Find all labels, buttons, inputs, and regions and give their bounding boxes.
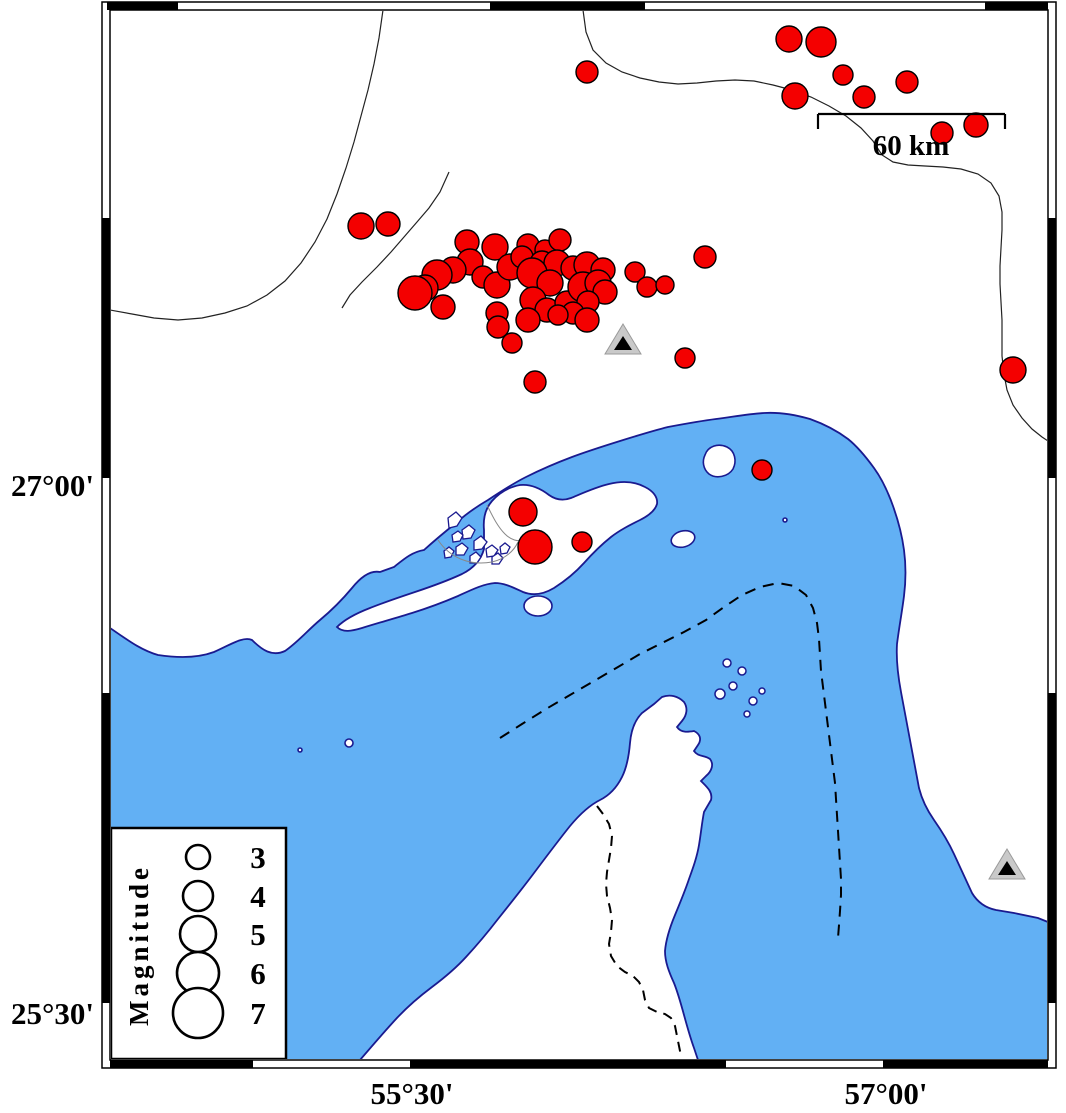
station-marker (604, 323, 642, 355)
legend-magnitude-value: 5 (250, 917, 266, 952)
land-boundary-dashed (596, 805, 682, 1057)
epicenter-marker (636, 276, 658, 298)
legend-magnitude-value: 7 (250, 996, 266, 1031)
fjord-islets (714, 658, 766, 718)
epicenter-marker (832, 64, 854, 86)
island-hengam (523, 595, 553, 617)
lat-label-2530: 25°30' (11, 996, 94, 1031)
epicenter-marker (508, 497, 538, 527)
epicenter-marker (930, 121, 954, 145)
station-markers (604, 323, 1026, 880)
sea (111, 411, 1047, 1059)
epicenter-marker (571, 531, 593, 553)
island-hormuz (702, 444, 736, 478)
epicenter-marker (781, 82, 809, 110)
lat-label-27: 27°00' (11, 468, 94, 503)
epicenter-marker (515, 307, 541, 333)
map-frame (101, 1, 1057, 1069)
scale-bar (816, 112, 1007, 129)
epicenter-marker (574, 307, 600, 333)
epicenter-marker (517, 529, 553, 565)
axis-annotations: 27°00' 25°30' 55°30' 57°00' (11, 468, 928, 1111)
legend-magnitude-circle (181, 879, 215, 913)
epicenter-marker (655, 275, 675, 295)
station-marker (988, 848, 1026, 880)
legend-title: Magnitude (124, 864, 154, 1026)
epicenter-marker (523, 370, 547, 394)
epicenter-marker (536, 269, 564, 297)
legend-magnitude-value: 3 (250, 840, 266, 875)
frame-outer-line (101, 1, 1057, 1069)
epicenter-marker (430, 294, 456, 320)
epicenter-markers (347, 25, 1027, 565)
magnitude-legend: Magnitude 3 45 6 7 (111, 826, 288, 1059)
epicenter-marker (895, 70, 919, 94)
epicenter-marker (775, 25, 803, 53)
land-boundary-lines (111, 11, 1047, 442)
epicenter-marker (397, 275, 433, 311)
scale-bar-label: 60 km (873, 130, 950, 162)
epicenter-marker (548, 228, 572, 252)
legend-magnitude-circle (178, 914, 218, 954)
epicenter-marker (375, 211, 401, 237)
map-interior: 60 km Magnitude 3 45 6 7 (111, 11, 1047, 1059)
epicenter-marker (486, 315, 510, 339)
legend-magnitude-circle (171, 986, 225, 1040)
legend-magnitude-value: 4 (250, 879, 266, 914)
lon-label-5700: 57°00' (844, 1076, 927, 1111)
landmass-musandam-peninsula (359, 694, 713, 1059)
epicenter-marker (693, 245, 717, 269)
small-islands (297, 444, 788, 753)
epicenter-marker (547, 304, 569, 326)
epicenter-marker (481, 233, 509, 261)
epicenter-marker (501, 332, 523, 354)
legend-magnitude-value: 6 (250, 956, 266, 991)
frame-inner-line (109, 9, 1049, 1061)
frame-tick-bands (102, 2, 1056, 1068)
lon-label-5530: 55°30' (370, 1076, 453, 1111)
lagoon-outline (437, 539, 519, 564)
epicenter-marker (751, 459, 773, 481)
epicenter-marker (347, 212, 375, 240)
legend-entries: 3 45 6 7 (171, 840, 266, 1040)
epicenter-marker (805, 26, 837, 58)
legend-magnitude-circle (184, 843, 212, 871)
epicenter-marker (674, 347, 696, 369)
island-larak (670, 529, 696, 549)
epicenter-marker (852, 85, 876, 109)
epicenter-marker (999, 356, 1027, 384)
epicenter-marker (624, 261, 646, 283)
epicenter-marker (963, 112, 989, 138)
maritime-boundary-dashed (499, 581, 842, 939)
epicenter-marker (575, 60, 599, 84)
